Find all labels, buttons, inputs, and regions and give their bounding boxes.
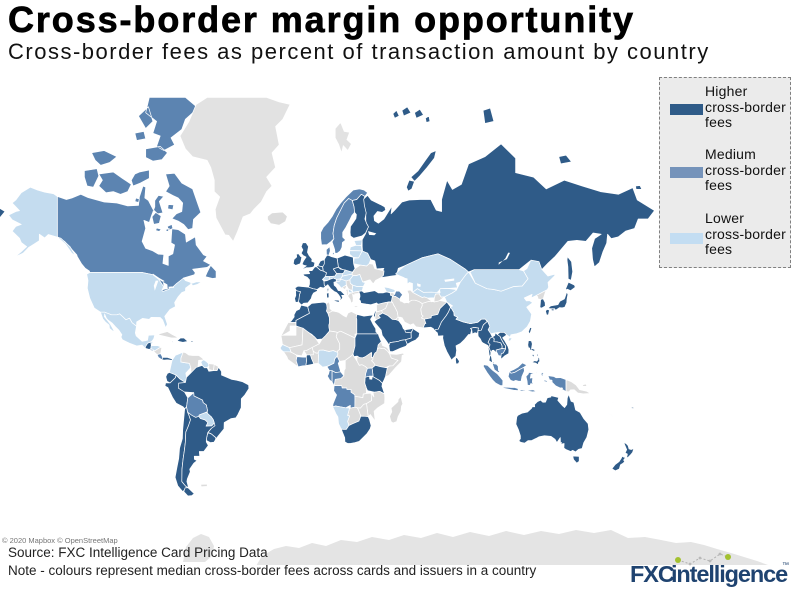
svg-text:™: ™ xyxy=(782,562,789,569)
svg-text:FXC: FXC xyxy=(630,561,675,587)
svg-text:intelligence: intelligence xyxy=(671,561,788,587)
